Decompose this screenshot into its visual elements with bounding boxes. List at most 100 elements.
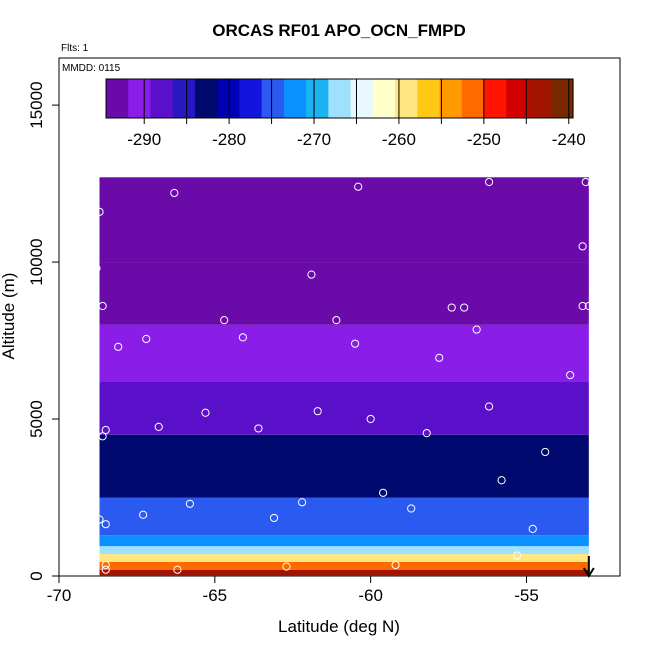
colorbar-swatch [350, 79, 374, 118]
heatmap-layer [99, 561, 589, 570]
colorbar-tick-label: -280 [212, 130, 246, 149]
observation-point [584, 301, 593, 311]
colorbar-swatch [528, 79, 552, 118]
observation-point [269, 513, 279, 523]
observation-point [95, 207, 104, 216]
observation-point [391, 560, 400, 570]
colorbar-tick-label: -260 [382, 130, 416, 149]
y-axis-label: Altitude (m) [0, 273, 18, 360]
plot-area: MMDD: 0115 -290 -280 -270 -260 -250 -240 [58, 57, 621, 578]
colorbar-swatch [239, 79, 263, 118]
colorbar-swatch [306, 79, 329, 118]
observation-point [201, 408, 210, 417]
observation-point [379, 488, 388, 497]
observation-point [366, 414, 375, 424]
colorbar-swatch [217, 79, 241, 118]
colorbar-swatch [194, 79, 218, 118]
heatmap-layer [99, 177, 589, 263]
heatmap-layer [99, 324, 589, 382]
heatmap-layer [99, 569, 589, 576]
observation-point [139, 510, 148, 519]
observation-point [578, 301, 587, 311]
heatmap-layer [99, 535, 589, 547]
observation-point [101, 520, 110, 529]
colorbar-swatch [328, 79, 352, 118]
heatmap-layer [99, 262, 589, 325]
observation-point [154, 422, 163, 431]
observation-point [92, 264, 101, 273]
y-axis: 0 5000 10000 15000 [27, 81, 59, 581]
observation-point [485, 177, 494, 187]
colorbar-tick-label: -290 [127, 130, 161, 149]
observation-point [173, 565, 182, 574]
colorbar-swatch [461, 79, 485, 118]
observation-point [298, 498, 307, 507]
observation-point [220, 316, 229, 325]
observation-point [185, 499, 194, 508]
colorbar-swatch [506, 79, 530, 118]
observation-point [170, 188, 179, 198]
observation-point [142, 334, 151, 344]
observation-point [460, 303, 469, 312]
observation-point [101, 425, 110, 435]
observation-point [513, 551, 522, 560]
chart-title: ORCAS RF01 APO_OCN_FMPD [212, 21, 465, 40]
x-tick-label: -55 [514, 586, 539, 605]
y-tick-label: 10000 [27, 238, 46, 285]
colorbar-tick-label: -270 [297, 130, 331, 149]
colorbar-swatch [261, 79, 285, 118]
observation-point [350, 339, 360, 348]
observation-point [98, 432, 107, 441]
observation-point [528, 524, 537, 534]
heatmap-layer [99, 434, 589, 498]
observation-point [254, 424, 263, 433]
colorbar-swatch [128, 79, 152, 118]
heatmap-layer [99, 554, 589, 562]
observation-point [578, 242, 587, 251]
colorbar-swatch [417, 79, 441, 118]
observation-point [89, 378, 98, 388]
colorbar-swatch [372, 79, 396, 118]
observation-point [587, 179, 597, 188]
observation-point [435, 353, 444, 362]
x-axis: -70 -65 -60 -55 [47, 576, 539, 605]
colorbar-swatch [283, 79, 307, 118]
x-tick-label: -70 [47, 586, 72, 605]
observation-point [282, 562, 291, 571]
arrow-marker [582, 556, 595, 578]
observation-point [101, 560, 110, 570]
colorbar-swatch [106, 79, 129, 118]
heatmap-layer [99, 497, 589, 536]
colorbar-swatch [439, 79, 463, 118]
observation-point [541, 447, 550, 457]
colorbar-swatch [484, 79, 507, 118]
arrow-head [582, 567, 595, 578]
observation-point [95, 515, 104, 524]
flights-annotation: Flts: 1 [61, 43, 89, 54]
y-tick-label: 15000 [27, 81, 46, 128]
colorbar-frame [105, 78, 574, 119]
colorbar-swatch [550, 79, 574, 118]
heatmap-layer [99, 381, 589, 435]
colorbar-swatch [150, 79, 174, 118]
observation-point [332, 316, 341, 325]
heatmap-field [99, 177, 589, 576]
observation-point [590, 254, 600, 264]
observation-point [114, 342, 123, 351]
date-annotation: MMDD: 0115 [62, 63, 121, 74]
observation-point [447, 303, 456, 312]
colorbar-swatch [395, 79, 418, 118]
observation-point [422, 429, 431, 438]
x-tick-label: -60 [358, 586, 383, 605]
observation-point [566, 370, 575, 380]
heatmap-layer [99, 546, 589, 555]
observation-point [581, 177, 590, 187]
observation-point [98, 301, 107, 311]
observation-point [472, 325, 481, 334]
x-tick-label: -65 [203, 586, 228, 605]
y-tick-label: 0 [27, 571, 46, 580]
observation-point [354, 182, 363, 191]
x-axis-label: Latitude (deg N) [278, 617, 400, 636]
observation-point [313, 407, 322, 416]
